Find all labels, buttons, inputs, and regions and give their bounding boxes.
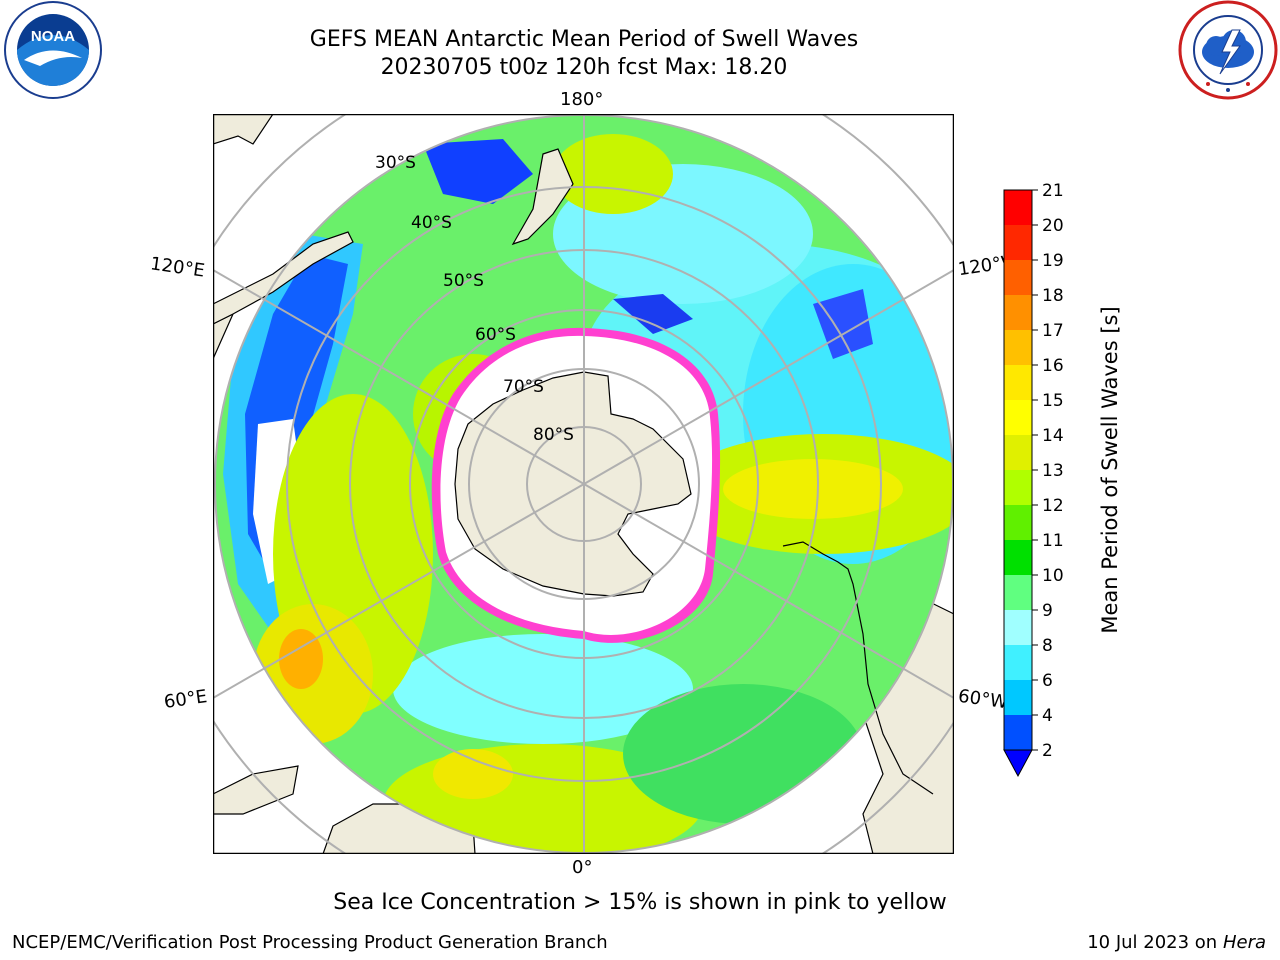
- noaa-logo-text: NOAA: [31, 28, 75, 45]
- lon-label-60e: 60°E: [162, 686, 209, 713]
- nws-logo: [1178, 0, 1278, 100]
- colorbar-tick-label: 17: [1042, 321, 1064, 341]
- new-zealand: [511, 148, 574, 246]
- colorbar-tick-label: 10: [1042, 566, 1064, 586]
- colorbar-extend-arrow: [1003, 749, 1033, 778]
- south-america: [782, 541, 934, 795]
- colorbar-swatch: [1004, 645, 1032, 680]
- footer-credit: NCEP/EMC/Verification Post Processing Pr…: [12, 932, 608, 953]
- colorbar-swatch: [1004, 435, 1032, 470]
- colorbar-swatch: [1004, 330, 1032, 365]
- colorbar-tick-label: 2: [1042, 741, 1053, 761]
- footer-machine: Hera: [1222, 932, 1266, 953]
- colorbar-tick-label: 19: [1042, 251, 1064, 271]
- lat-label-60s: 60°S: [475, 325, 516, 345]
- map-frame: [213, 114, 954, 854]
- noaa-logo: NOAA: [4, 1, 102, 99]
- colorbar-swatch: [1004, 190, 1032, 225]
- sea-ice-note: Sea Ice Concentration > 15% is shown in …: [333, 890, 947, 915]
- colorbar-tick-label: 13: [1042, 461, 1064, 481]
- lat-label-80s: 80°S: [533, 425, 574, 445]
- lat-label-70s: 70°S: [503, 377, 544, 397]
- chart-subtitle: 20230705 t00z 120h fcst Max: 18.20: [380, 55, 788, 80]
- colorbar-swatch: [1004, 400, 1032, 435]
- lon-label-120e: 120°E: [148, 253, 206, 282]
- footer-date-text: 10 Jul 2023 on: [1087, 932, 1223, 953]
- colorbar-swatch: [1004, 505, 1032, 540]
- colorbar-tick-label: 12: [1042, 496, 1064, 516]
- colorbar-tick-label: 11: [1042, 531, 1064, 551]
- colorbar-swatch: [1004, 680, 1032, 715]
- colorbar-swatch: [1004, 295, 1032, 330]
- colorbar-tick-label: 20: [1042, 216, 1064, 236]
- colorbar-tick-label: 8: [1042, 636, 1053, 656]
- colorbar-swatch: [1004, 470, 1032, 505]
- lat-label-40s: 40°S: [411, 213, 452, 233]
- footer-date: 10 Jul 2023 on Hera: [1087, 932, 1266, 953]
- colorbar-tick-label: 18: [1042, 286, 1064, 306]
- colorbar-tick-label: 4: [1042, 706, 1053, 726]
- lon-label-0: 0°: [572, 857, 593, 878]
- australia: [213, 231, 354, 325]
- colorbar-swatch: [1004, 540, 1032, 575]
- colorbar-swatch: [1004, 715, 1032, 750]
- colorbar-tick-label: 16: [1042, 356, 1064, 376]
- colorbar-tick-label: 21: [1042, 181, 1064, 201]
- colorbar-tick-label: 9: [1042, 601, 1053, 621]
- lat-label-50s: 50°S: [443, 271, 484, 291]
- lon-label-180: 180°: [560, 89, 604, 110]
- colorbar-tick-label: 6: [1042, 671, 1053, 691]
- lat-label-30s: 30°S: [375, 153, 416, 173]
- chart-title: GEFS MEAN Antarctic Mean Period of Swell…: [309, 27, 859, 52]
- colorbar-tick-label: 14: [1042, 426, 1064, 446]
- swell-period-map: 30°S 40°S 50°S 60°S 70°S 80°S: [213, 114, 954, 854]
- colorbar-swatch: [1004, 365, 1032, 400]
- colorbar-swatch: [1004, 575, 1032, 610]
- colorbar-tick-label: 15: [1042, 391, 1064, 411]
- colorbar-label: Mean Period of Swell Waves [s]: [1098, 306, 1122, 633]
- colorbar-swatch: [1004, 610, 1032, 645]
- colorbar-swatch: [1004, 260, 1032, 295]
- colorbar-swatch: [1004, 225, 1032, 260]
- colorbar: 2 4 6 8 9 10 11 12 13 14 15 16 17 18 19 20 21 Mean Period…: [1003, 181, 1122, 778]
